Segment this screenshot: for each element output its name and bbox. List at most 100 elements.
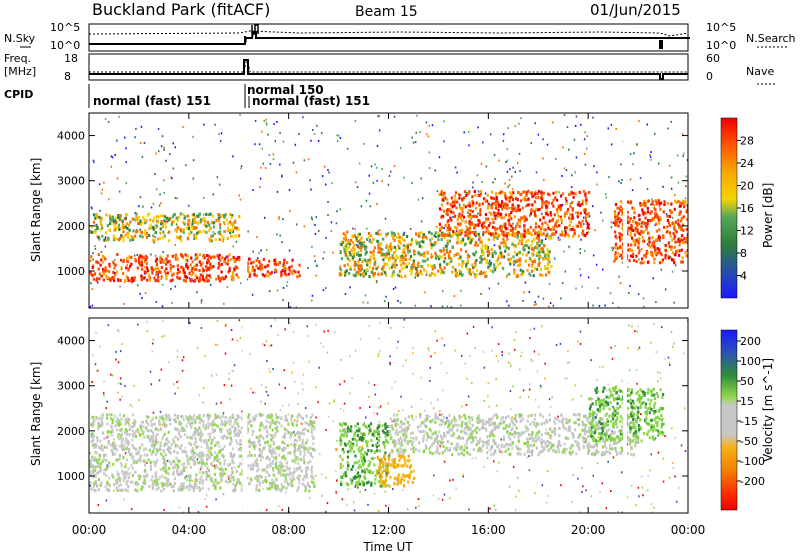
power-speckle-mark bbox=[383, 300, 386, 303]
power-band-5-mark bbox=[644, 216, 647, 220]
velocity-band-0-mark bbox=[311, 476, 314, 480]
velocity-speckle-mark bbox=[241, 326, 243, 329]
power-band-5-mark bbox=[654, 208, 657, 212]
velocity-speckle-mark bbox=[124, 385, 126, 388]
velocity-speckle-mark bbox=[449, 479, 451, 482]
velocity-band-0-mark bbox=[152, 431, 155, 435]
power-speckle-mark bbox=[358, 162, 361, 165]
velocity-band-0-mark bbox=[113, 414, 117, 418]
velocity-speckle-mark bbox=[215, 498, 217, 501]
velocity-band-0-mark bbox=[306, 481, 310, 485]
nave-tick-top: 60 bbox=[706, 52, 720, 65]
power-band-1-mark bbox=[120, 234, 123, 238]
velocity-speckle-mark bbox=[651, 511, 654, 513]
power-band-3-mark bbox=[407, 262, 410, 266]
power-speckle-mark bbox=[392, 288, 395, 291]
power-band-3-mark bbox=[417, 261, 420, 265]
power-band-3-mark bbox=[421, 253, 424, 257]
power-band-5-mark bbox=[680, 248, 683, 252]
power-band-0-mark bbox=[98, 272, 101, 276]
power-speckle-mark bbox=[559, 238, 561, 241]
velocity-speckle-mark bbox=[272, 368, 274, 371]
power-band-5-mark bbox=[654, 199, 657, 203]
velocity-band-0-mark bbox=[202, 439, 205, 443]
power-y-tick-label: 3000 bbox=[57, 175, 85, 188]
power-band-0-mark bbox=[100, 258, 103, 262]
power-band-5-mark bbox=[613, 221, 616, 225]
power-speckle-mark bbox=[200, 299, 203, 302]
power-band-3-mark bbox=[424, 259, 427, 263]
velocity-speckle-mark bbox=[151, 350, 154, 353]
velocity-band-0-mark bbox=[281, 448, 284, 452]
power-band-1-mark bbox=[90, 225, 93, 229]
power-band-0-mark bbox=[100, 274, 103, 278]
power-band-4-mark bbox=[502, 204, 506, 208]
power-band-3-mark bbox=[422, 254, 425, 258]
power-speckle-mark bbox=[605, 196, 608, 199]
power-band-0-mark bbox=[219, 258, 222, 262]
power-band-1-mark bbox=[199, 230, 202, 234]
velocity-band-0-mark bbox=[284, 457, 287, 461]
power-band-4-mark bbox=[585, 198, 588, 202]
velocity-band-0-mark bbox=[138, 446, 141, 450]
power-band-0-mark bbox=[198, 269, 201, 273]
power-band-3-mark bbox=[392, 256, 396, 260]
power-band-0-mark bbox=[153, 276, 156, 280]
power-band-5-mark bbox=[656, 215, 659, 219]
power-band-1-mark bbox=[214, 238, 217, 242]
power-speckle-mark bbox=[365, 199, 368, 202]
power-band-3-mark bbox=[415, 267, 418, 271]
power-band-5-mark bbox=[676, 239, 679, 243]
power-speckle-mark bbox=[154, 236, 156, 239]
power-band-3-mark bbox=[541, 274, 544, 278]
power-band-3-mark bbox=[443, 260, 446, 264]
power-speckle-mark bbox=[288, 188, 291, 191]
power-band-3-mark bbox=[348, 250, 351, 254]
velocity-speckle-mark bbox=[675, 500, 678, 503]
power-band-4-mark bbox=[571, 208, 574, 212]
power-band-0-mark bbox=[172, 264, 175, 268]
power-band-5-mark bbox=[620, 237, 623, 241]
power-band-1-mark bbox=[122, 239, 125, 243]
velocity-band-0-mark bbox=[109, 443, 112, 447]
power-band-1-mark bbox=[154, 224, 157, 228]
power-band-4-mark bbox=[492, 211, 496, 215]
power-band-3-mark bbox=[379, 250, 382, 254]
power-band-3-mark bbox=[530, 244, 533, 248]
velocity-band-0-mark bbox=[171, 472, 174, 476]
power-band-3-mark bbox=[526, 268, 529, 272]
power-band-2-mark bbox=[266, 270, 269, 274]
power-band-5-mark bbox=[660, 201, 663, 205]
power-band-3-mark bbox=[353, 260, 357, 264]
velocity-speckle-mark bbox=[377, 355, 379, 358]
velocity-band-0-mark bbox=[99, 439, 102, 443]
velocity-speckle-mark bbox=[487, 382, 490, 385]
power-band-4-mark bbox=[440, 203, 444, 207]
nsearch-label: N.Search bbox=[746, 32, 796, 45]
velocity-band-0-mark bbox=[125, 488, 128, 492]
power-band-4-mark bbox=[552, 227, 555, 231]
power-band-1-mark bbox=[229, 212, 232, 216]
velocity-speckle-mark bbox=[328, 402, 331, 405]
power-band-5-mark bbox=[644, 255, 647, 259]
power-speckle-mark bbox=[414, 276, 416, 279]
velocity-speckle-mark bbox=[385, 504, 387, 507]
power-band-5-mark bbox=[658, 221, 661, 225]
power-band-1-mark bbox=[136, 218, 139, 222]
velocity-band-0-mark bbox=[176, 444, 179, 448]
velocity-speckle-mark bbox=[152, 434, 155, 437]
power-band-3-mark bbox=[355, 263, 358, 267]
velocity-band-0-mark bbox=[193, 455, 196, 459]
power-band-3-mark bbox=[504, 240, 507, 244]
velocity-speckle-mark bbox=[159, 410, 162, 413]
power-band-0-mark bbox=[151, 271, 154, 275]
power-speckle-mark bbox=[557, 236, 560, 239]
velocity-band-0-mark bbox=[139, 454, 143, 458]
power-band-4-mark bbox=[584, 208, 587, 212]
velocity-speckle-mark bbox=[176, 381, 178, 384]
power-band-3-mark bbox=[354, 263, 357, 267]
velocity-speckle-mark bbox=[204, 498, 206, 501]
power-speckle-mark bbox=[91, 288, 94, 291]
velocity-band-0-mark bbox=[249, 441, 252, 445]
power-speckle-mark bbox=[310, 139, 312, 142]
